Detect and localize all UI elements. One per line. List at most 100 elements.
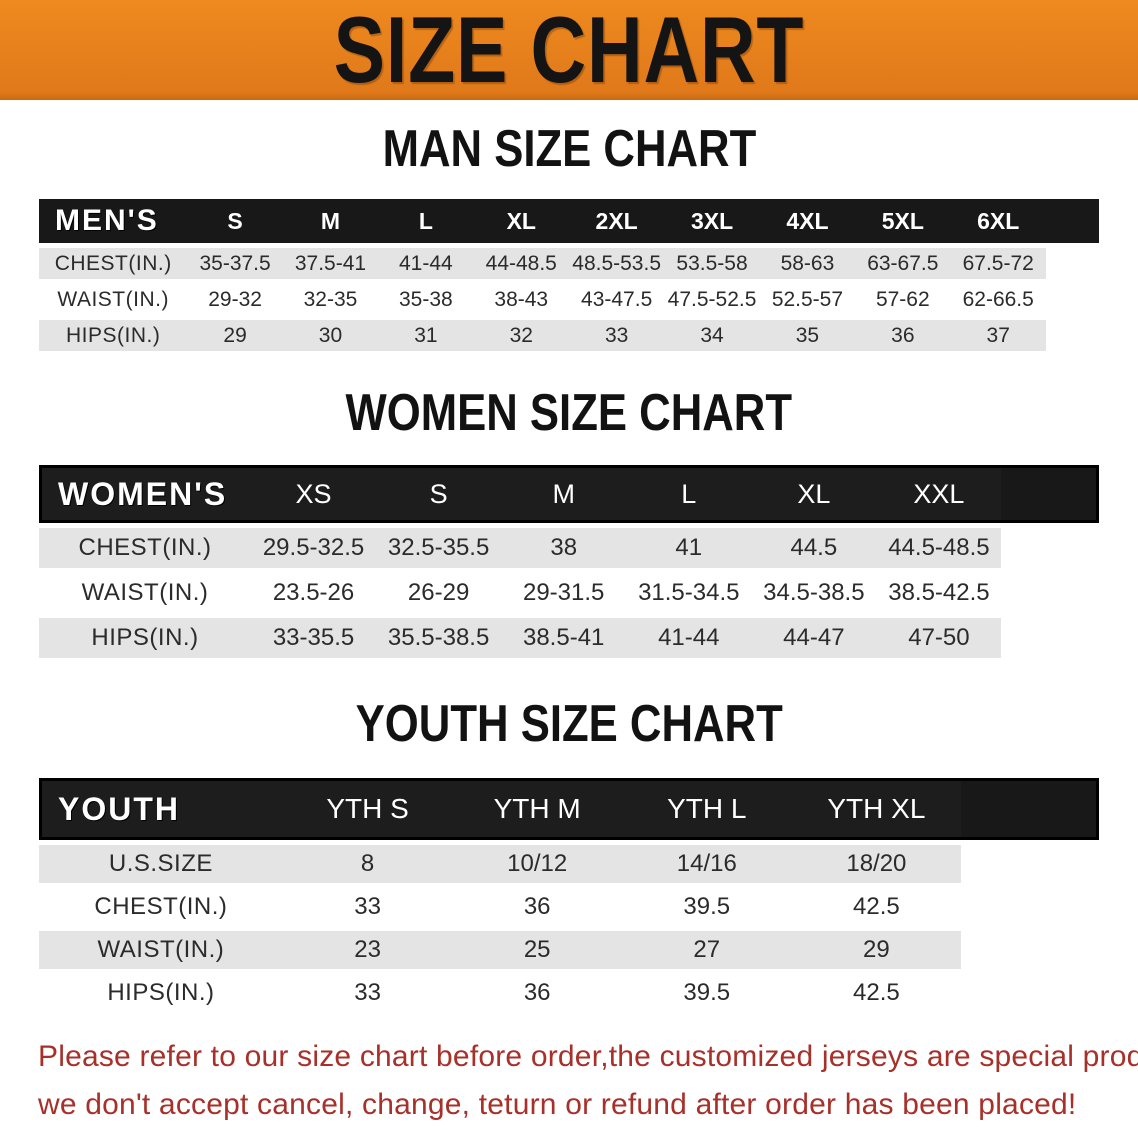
size-value-cell: 52.5-57 — [759, 284, 856, 315]
table-row: HIPS(IN.) 33 36 39.5 42.5 — [39, 974, 1099, 1012]
table-row: HIPS(IN.) 33-35.5 35.5-38.5 38.5-41 41-44 44-… — [39, 618, 1099, 658]
youth-section-heading-text: YOUTH SIZE CHART — [355, 695, 783, 753]
size-column-header: XXL — [876, 465, 1002, 523]
size-value-cell: 14/16 — [621, 845, 792, 883]
table-row: WAIST(IN.) 23.5-26 26-29 29-31.5 31.5-34.5 34… — [39, 573, 1099, 613]
size-value-cell: 33 — [568, 320, 665, 351]
table-row: CHEST(IN.) 33 36 39.5 42.5 — [39, 888, 1099, 926]
size-column-header: 2XL — [568, 199, 665, 243]
measurement-label: WAIST(IN.) — [39, 284, 188, 315]
size-value-cell: 32.5-35.5 — [376, 528, 502, 568]
row-filler-cell — [961, 931, 1099, 969]
size-column-header: YTH M — [452, 778, 622, 840]
size-value-cell: 42.5 — [791, 888, 962, 926]
size-value-cell: 44.5 — [751, 528, 877, 568]
size-value-cell: 62-66.5 — [950, 284, 1046, 315]
size-value-cell: 33-35.5 — [251, 618, 377, 658]
row-filler-cell — [1001, 573, 1099, 613]
size-value-cell: 41 — [626, 528, 752, 568]
measurement-label: HIPS(IN.) — [39, 320, 188, 351]
disclaimer: Please refer to our size chart before or… — [38, 1033, 1138, 1129]
size-value-cell: 10/12 — [452, 845, 622, 883]
size-column-header: YTH XL — [791, 778, 962, 840]
size-value-cell: 26-29 — [376, 573, 502, 613]
size-value-cell: 44.5-48.5 — [876, 528, 1002, 568]
size-value-cell: 34 — [664, 320, 760, 351]
size-value-cell: 36 — [855, 320, 951, 351]
size-value-cell: 33 — [282, 974, 453, 1012]
disclaimer-line-1: Please refer to our size chart before or… — [38, 1040, 1138, 1073]
size-column-header: S — [187, 199, 283, 243]
size-column-header: M — [282, 199, 379, 243]
size-value-cell: 67.5-72 — [950, 248, 1046, 279]
row-filler-cell — [1001, 528, 1099, 568]
size-value-cell: 47.5-52.5 — [664, 284, 760, 315]
size-value-cell: 32-35 — [282, 284, 379, 315]
men-size-table: MEN'S S M L XL 2XL 3XL 4XL 5XL 6XL CHEST(IN.) 35-37… — [39, 194, 1099, 356]
size-value-cell: 23.5-26 — [251, 573, 377, 613]
men-section-heading: MAN SIZE CHART — [0, 122, 1138, 176]
row-filler-cell — [961, 888, 1099, 926]
size-column-header: XS — [251, 465, 377, 523]
size-value-cell: 35-38 — [378, 284, 474, 315]
row-filler-cell — [961, 974, 1099, 1012]
table-row: U.S.SIZE 8 10/12 14/16 18/20 — [39, 845, 1099, 883]
row-filler-cell — [1046, 320, 1099, 351]
banner: SIZE CHART — [0, 0, 1138, 100]
measurement-label: HIPS(IN.) — [39, 974, 283, 1012]
size-value-cell: 63-67.5 — [855, 248, 951, 279]
section-men: MAN SIZE CHART MEN'S S M L XL 2XL 3XL 4XL 5XL 6XL… — [0, 122, 1138, 356]
size-value-cell: 37 — [950, 320, 1046, 351]
size-value-cell: 36 — [452, 888, 622, 926]
size-value-cell: 38-43 — [473, 284, 569, 315]
size-value-cell: 39.5 — [621, 974, 792, 1012]
table-row: WAIST(IN.) 23 25 27 29 — [39, 931, 1099, 969]
section-women: WOMEN SIZE CHART WOMEN'S XS S M L XL XXL CHEST(… — [0, 386, 1138, 663]
size-column-header: L — [378, 199, 474, 243]
size-value-cell: 41-44 — [378, 248, 474, 279]
size-column-header: XL — [473, 199, 569, 243]
size-column-header: M — [501, 465, 627, 523]
disclaimer-line-2: we don't accept cancel, change, teturn o… — [38, 1088, 1077, 1121]
size-value-cell: 18/20 — [791, 845, 962, 883]
measurement-label: HIPS(IN.) — [39, 618, 251, 658]
size-value-cell: 31.5-34.5 — [626, 573, 752, 613]
size-value-cell: 53.5-58 — [664, 248, 760, 279]
size-value-cell: 33 — [282, 888, 453, 926]
size-value-cell: 38 — [501, 528, 627, 568]
men-section-heading-text: MAN SIZE CHART — [382, 120, 756, 178]
measurement-label: WAIST(IN.) — [39, 573, 251, 613]
table-header-row: WOMEN'S XS S M L XL XXL — [39, 465, 1099, 523]
measurement-label: CHEST(IN.) — [39, 248, 188, 279]
size-column-header: 5XL — [855, 199, 951, 243]
size-value-cell: 42.5 — [791, 974, 962, 1012]
size-value-cell: 58-63 — [759, 248, 856, 279]
size-value-cell: 37.5-41 — [282, 248, 379, 279]
youth-size-table: YOUTH YTH S YTH M YTH L YTH XL U.S.SIZE 8 10/12… — [39, 773, 1099, 1017]
women-section-heading: WOMEN SIZE CHART — [0, 386, 1138, 440]
size-value-cell: 29 — [791, 931, 962, 969]
table-group-label: WOMEN'S — [39, 465, 251, 523]
table-group-label: MEN'S — [39, 199, 188, 243]
table-header-row: YOUTH YTH S YTH M YTH L YTH XL — [39, 778, 1099, 840]
row-filler-cell — [961, 845, 1099, 883]
size-value-cell: 44-48.5 — [473, 248, 569, 279]
size-value-cell: 35 — [759, 320, 856, 351]
section-youth: YOUTH SIZE CHART YOUTH YTH S YTH M YTH L YTH… — [0, 697, 1138, 1017]
row-filler-cell — [1046, 284, 1099, 315]
size-value-cell: 41-44 — [626, 618, 752, 658]
size-value-cell: 38.5-42.5 — [876, 573, 1002, 613]
table-row: HIPS(IN.) 29 30 31 32 33 34 35 36 37 — [39, 320, 1099, 351]
size-value-cell: 35.5-38.5 — [376, 618, 502, 658]
size-value-cell: 38.5-41 — [501, 618, 627, 658]
size-value-cell: 39.5 — [621, 888, 792, 926]
size-value-cell: 30 — [282, 320, 379, 351]
measurement-label: CHEST(IN.) — [39, 888, 283, 926]
size-value-cell: 36 — [452, 974, 622, 1012]
size-value-cell: 47-50 — [876, 618, 1002, 658]
size-value-cell: 31 — [378, 320, 474, 351]
size-value-cell: 25 — [452, 931, 622, 969]
row-filler-cell — [1001, 618, 1099, 658]
size-value-cell: 29-31.5 — [501, 573, 627, 613]
